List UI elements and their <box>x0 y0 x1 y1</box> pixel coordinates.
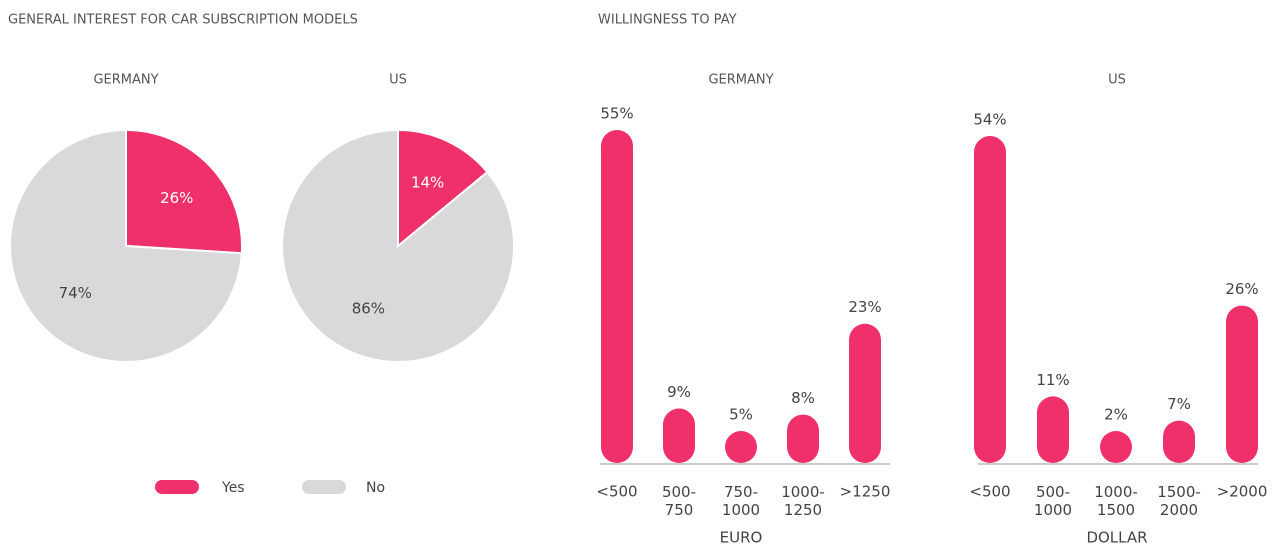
category-label: 1000-1250 <box>781 483 825 519</box>
value-label: 8% <box>791 389 815 407</box>
category-label: <500 <box>969 483 1010 501</box>
bar <box>663 408 695 463</box>
value-label: 7% <box>1167 395 1191 413</box>
category-label: 1500-2000 <box>1157 483 1201 519</box>
slice-label: 74% <box>59 284 92 302</box>
value-label: 55% <box>600 105 633 123</box>
category-label: >1250 <box>840 483 891 501</box>
bar <box>1226 305 1258 463</box>
value-label: 23% <box>848 298 881 316</box>
pie-slice <box>125 128 243 255</box>
bar <box>725 431 757 463</box>
value-label: 11% <box>1036 371 1069 389</box>
axis-label: DOLLAR <box>1086 529 1147 547</box>
bar <box>974 136 1006 463</box>
category-label: 500-1000 <box>1034 483 1072 519</box>
legend-swatch <box>302 480 346 494</box>
bar <box>1037 396 1069 463</box>
chart-title: US <box>389 73 407 88</box>
section-title: GENERAL INTEREST FOR CAR SUBSCRIPTION MO… <box>8 13 358 28</box>
chart-title: GERMANY <box>93 73 158 88</box>
category-label: 1000-1500 <box>1094 483 1138 519</box>
slice-label: 86% <box>352 299 385 317</box>
value-label: 26% <box>1225 280 1258 298</box>
category-label: 500-750 <box>662 483 696 519</box>
category-label: 750-1000 <box>722 483 760 519</box>
legend-swatch <box>155 480 199 494</box>
value-label: 5% <box>729 406 753 424</box>
legend-label: Yes <box>221 480 245 496</box>
bar <box>849 323 881 463</box>
section-title: WILLINGNESS TO PAY <box>598 13 737 28</box>
chart-title: US <box>1108 73 1126 88</box>
slice-label: 26% <box>160 189 193 207</box>
bar <box>1100 431 1132 463</box>
bar <box>601 130 633 463</box>
category-label: >2000 <box>1217 483 1268 501</box>
legend-label: No <box>366 480 385 496</box>
value-label: 9% <box>667 383 691 401</box>
pie-slice <box>9 128 243 363</box>
pie-slice <box>281 128 515 363</box>
slice-label: 14% <box>411 174 444 192</box>
value-label: 2% <box>1104 406 1128 424</box>
value-label: 54% <box>973 111 1006 129</box>
bar <box>787 414 819 463</box>
category-label: <500 <box>596 483 637 501</box>
axis-label: EURO <box>720 529 763 547</box>
bar <box>1163 420 1195 463</box>
pie-slice <box>397 128 489 249</box>
chart-title: GERMANY <box>708 73 773 88</box>
